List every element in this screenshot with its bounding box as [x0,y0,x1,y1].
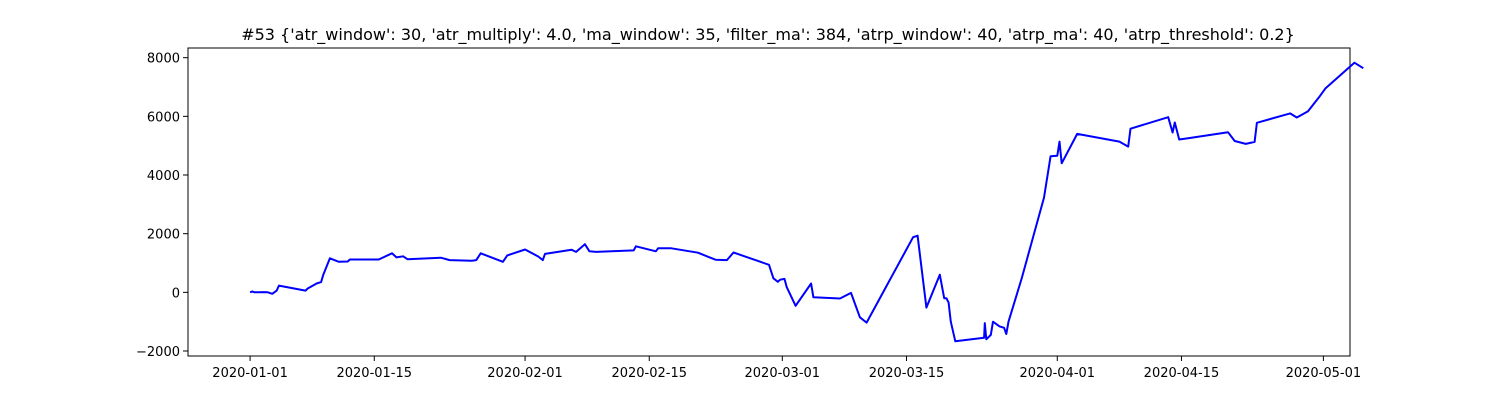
y-tick-label: 4000 [147,169,180,184]
x-tick-label: 2020-03-15 [869,366,945,381]
x-tick-label: 2020-04-15 [1144,366,1220,381]
x-tick-label: 2020-03-01 [745,366,821,381]
x-axis: 2020-01-01 2020-01-15 2020-02-01 2020-02-15… [212,356,1361,381]
plot-area [187,47,1351,357]
x-tick-label: 2020-01-15 [336,366,412,381]
x-tick-label: 2020-04-01 [1020,366,1096,381]
x-tick-label: 2020-01-01 [212,366,288,381]
x-tick-label: 2020-05-01 [1286,366,1362,381]
y-tick-label: −2000 [136,345,180,360]
series-line [249,61,1364,343]
x-tick-label: 2020-02-15 [611,366,687,381]
y-tick-label: 2000 [147,228,180,243]
chart-title: #53 {'atr_window': 30, 'atr_multiply': 4… [241,25,1295,45]
y-axis: −2000 0 2000 4000 6000 8000 [136,52,188,360]
y-tick-label: 8000 [147,52,180,67]
y-tick-label: 0 [172,286,180,301]
y-tick-label: 6000 [147,110,180,125]
x-tick-label: 2020-02-01 [487,366,563,381]
